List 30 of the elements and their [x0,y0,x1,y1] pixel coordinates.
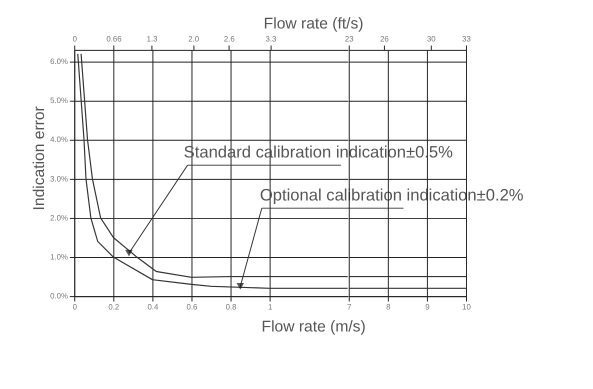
x2-axis-title: Flow rate (ft/s) [264,15,364,32]
y-tick-label: 4.0% [50,135,68,144]
y-tick-label: 3.0% [50,174,68,184]
x-tick-label: 0.2 [108,302,120,312]
y-tick-label: 6.0% [50,57,68,66]
x2-tick-label: 30 [426,34,436,44]
x2-tick-label: 3.3 [266,34,276,44]
x-tick-label: 0.8 [226,302,236,312]
x-tick-label: 8 [386,302,391,312]
x-tick-label: 0.6 [186,302,198,312]
x2-tick-label: 0.66 [106,34,122,44]
x-tick-label: 7 [347,302,352,312]
x-tick-label: 0 [72,302,78,312]
x2-tick-label: 0 [72,34,78,44]
y-tick-label: 1.0% [50,252,68,262]
x2-tick-label: 33 [462,34,471,44]
y-axis-title: Indication error [30,106,48,210]
x-tick-label: 10 [462,302,472,312]
x2-tick-label: 2.0 [188,34,200,44]
x-tick-label: 1 [268,302,272,312]
x2-tick-label: 2.6 [224,34,235,44]
x2-tick-label: 23 [344,34,354,44]
y-tick-label: 0.0% [50,292,68,301]
x-tick-label: 0.4 [147,302,159,312]
x-tick-label: 9 [425,302,430,312]
y-tick-label: 2.0% [50,213,68,222]
x-axis-title: Flow rate (m/s) [262,318,366,336]
y-tick-label: 5.0% [50,96,68,106]
x2-tick-label: 26 [380,34,389,44]
x2-tick-label: 1.3 [146,34,158,44]
